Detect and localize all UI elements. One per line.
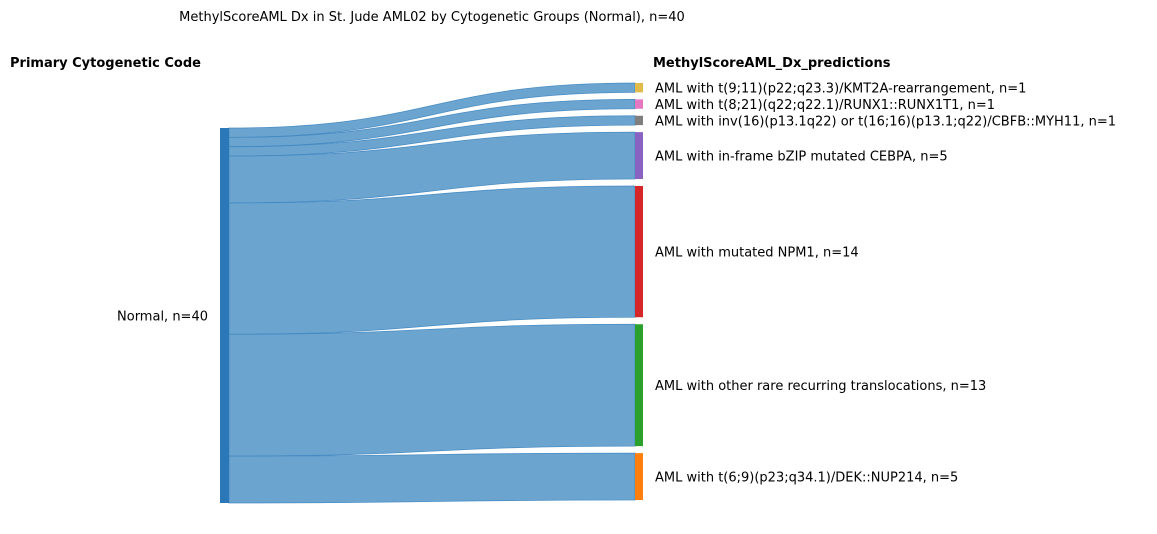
- target-label-2: AML with inv(16)(p13.1q22) or t(16;16)(p…: [655, 114, 1116, 129]
- chart-title: MethylScoreAML Dx in St. Jude AML02 by C…: [179, 10, 685, 25]
- target-node-0: [635, 83, 643, 93]
- right-header: MethylScoreAML_Dx_predictions: [653, 56, 891, 71]
- target-node-1: [635, 99, 643, 109]
- left-header: Primary Cytogenetic Code: [10, 56, 201, 71]
- sankey-labels: Normal, n=40 AML with t(9;11)(p22;q23.3)/…: [117, 82, 1116, 486]
- link-4: [228, 185, 636, 335]
- target-label-5: AML with other rare recurring translocat…: [655, 379, 986, 394]
- sankey-links: [228, 82, 636, 504]
- target-label-6: AML with t(6;9)(p23;q34.1)/DEK::NUP214, …: [655, 471, 958, 486]
- source-node: [220, 128, 229, 503]
- sankey-nodes: [220, 83, 643, 503]
- target-label-3: AML with in-frame bZIP mutated CEBPA, n=…: [655, 150, 948, 165]
- source-node-label: Normal, n=40: [117, 310, 208, 325]
- target-label-0: AML with t(9;11)(p22;q23.3)/KMT2A-rearra…: [655, 82, 1026, 97]
- link-5: [228, 323, 636, 457]
- target-node-5: [635, 324, 643, 447]
- target-label-1: AML with t(8;21)(q22;q22.1)/RUNX1::RUNX1…: [655, 98, 995, 113]
- link-6: [228, 452, 636, 504]
- target-node-4: [635, 186, 643, 318]
- target-label-4: AML with mutated NPM1, n=14: [655, 246, 859, 261]
- target-node-6: [635, 453, 643, 500]
- target-node-2: [635, 115, 643, 126]
- target-node-3: [635, 132, 643, 179]
